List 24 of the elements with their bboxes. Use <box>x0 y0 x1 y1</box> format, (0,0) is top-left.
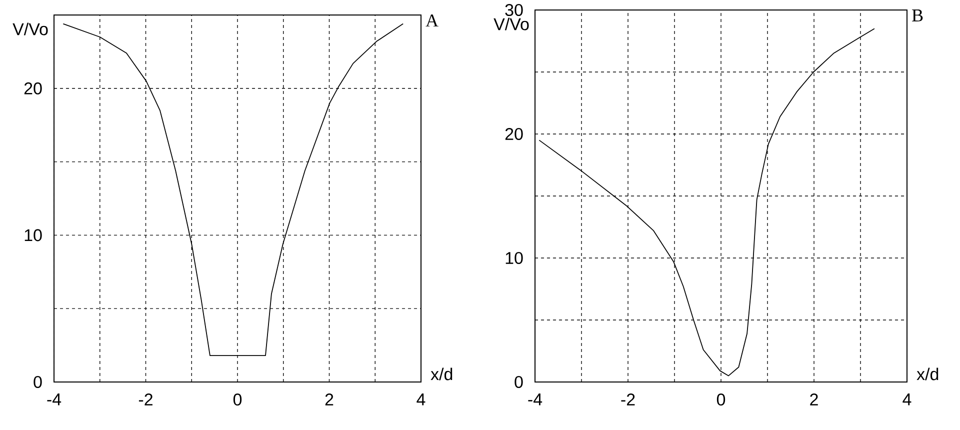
x-tick-label: -2 <box>621 394 635 406</box>
x-axis-title: x/d <box>916 368 938 380</box>
text: B <box>912 10 923 22</box>
x-tick-label: -4 <box>528 394 542 406</box>
y-axis-title: V/Vo <box>12 22 48 36</box>
x-tick-label: -2 <box>138 394 152 406</box>
y-tick-label: 10 <box>506 252 523 264</box>
y-tick-label: 0 <box>514 376 523 388</box>
y-tick-label: 0 <box>34 376 42 388</box>
x-tick-label: 2 <box>810 394 818 406</box>
line-series <box>538 28 875 376</box>
x-tick-label: 0 <box>233 394 242 406</box>
y-axis-title: V/Vo <box>494 18 529 30</box>
x-tick-label: -4 <box>47 394 62 406</box>
y-tick-label: 20 <box>505 128 523 140</box>
x-tick-label: 2 <box>325 394 334 406</box>
y-tick-label: 20 <box>24 82 42 94</box>
y-tick-label: 30 <box>505 4 523 16</box>
x-tick-label: 4 <box>416 394 426 406</box>
x-axis-title: x/d <box>430 368 452 380</box>
x-tick-label: 0 <box>716 394 726 406</box>
y-tick-label: 10 <box>24 229 42 242</box>
x-tick-label: 4 <box>902 394 912 406</box>
text: A <box>426 14 438 26</box>
